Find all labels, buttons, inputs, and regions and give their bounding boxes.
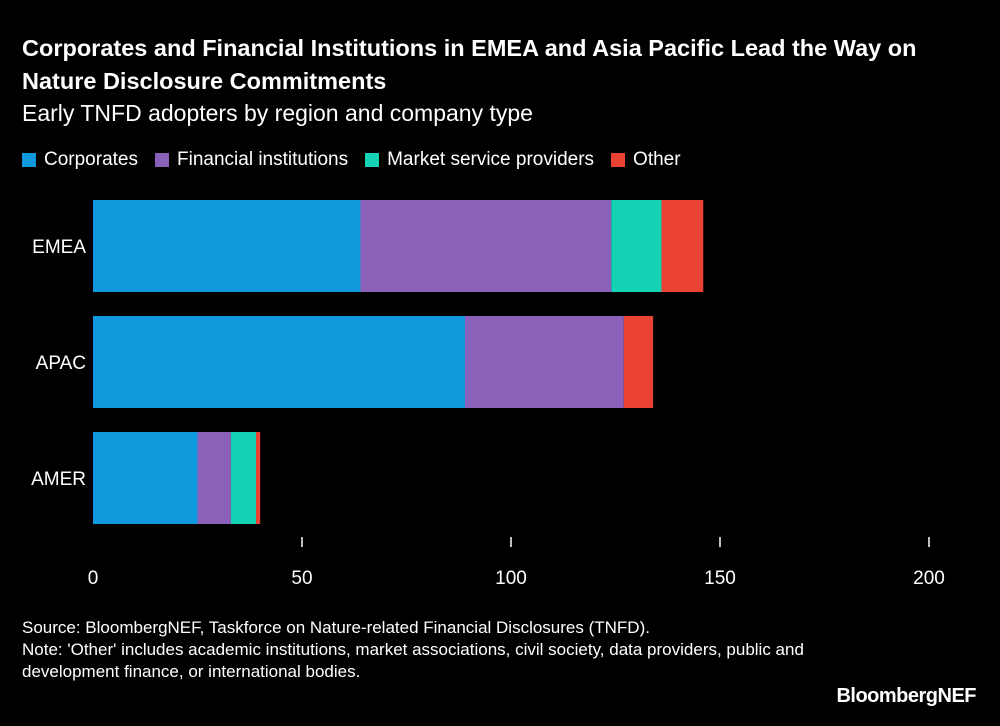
legend: Corporates Financial institutions Market… (22, 148, 698, 172)
bar-amer-other (256, 432, 261, 524)
legend-swatch-financial-institutions (155, 153, 169, 167)
source-note: Source: BloombergNEF, Taskforce on Natur… (22, 617, 812, 683)
legend-label-market-service-providers: Market service providers (387, 149, 595, 170)
x-tick-label-50: 50 (291, 568, 312, 589)
x-tick-label-200: 200 (913, 568, 945, 589)
bar-emea-corporates (93, 200, 361, 292)
legend-swatch-market-service-providers (365, 153, 380, 167)
legend-swatch-other (611, 153, 626, 167)
category-label-apac: APAC (36, 353, 86, 374)
legend-item-other: Other (611, 149, 681, 171)
bar-emea-other (661, 200, 704, 292)
legend-swatch-corporates (22, 153, 36, 167)
legend-item-market-service-providers: Market service providers (365, 149, 594, 171)
legend-label-financial-institutions: Financial institutions (177, 149, 349, 170)
chart-title: Corporates and Financial Institutions in… (22, 35, 917, 94)
note-text: Note: 'Other' includes academic institut… (22, 640, 804, 681)
bar-amer-financial-institutions (197, 432, 231, 524)
x-tick-label-100: 100 (495, 568, 527, 589)
bar-apac-corporates (93, 316, 466, 408)
bar-emea-financial-institutions (360, 200, 612, 292)
bar-amer-market-service-providers (230, 432, 257, 524)
source-text: Source: BloombergNEF, Taskforce on Natur… (22, 618, 650, 637)
bar-amer-corporates (93, 432, 198, 524)
bloombergnef-logo: BloombergNEF (836, 685, 976, 707)
x-tick-label-0: 0 (88, 568, 99, 589)
chart-subtitle: Early TNFD adopters by region and compan… (22, 100, 533, 126)
legend-label-corporates: Corporates (44, 149, 138, 170)
category-label-emea: EMEA (32, 237, 86, 258)
legend-item-corporates: Corporates (22, 149, 138, 171)
legend-label-other: Other (633, 149, 681, 170)
category-label-amer: AMER (31, 469, 86, 490)
bar-emea-market-service-providers (611, 200, 662, 292)
stacked-bar-chart: EMEA APAC AMER 0 50 100 150 200 (31, 200, 945, 589)
bar-apac-other (623, 316, 654, 408)
bar-apac-financial-institutions (465, 316, 624, 408)
x-tick-label-150: 150 (704, 568, 736, 589)
legend-item-financial-institutions: Financial institutions (155, 149, 348, 171)
